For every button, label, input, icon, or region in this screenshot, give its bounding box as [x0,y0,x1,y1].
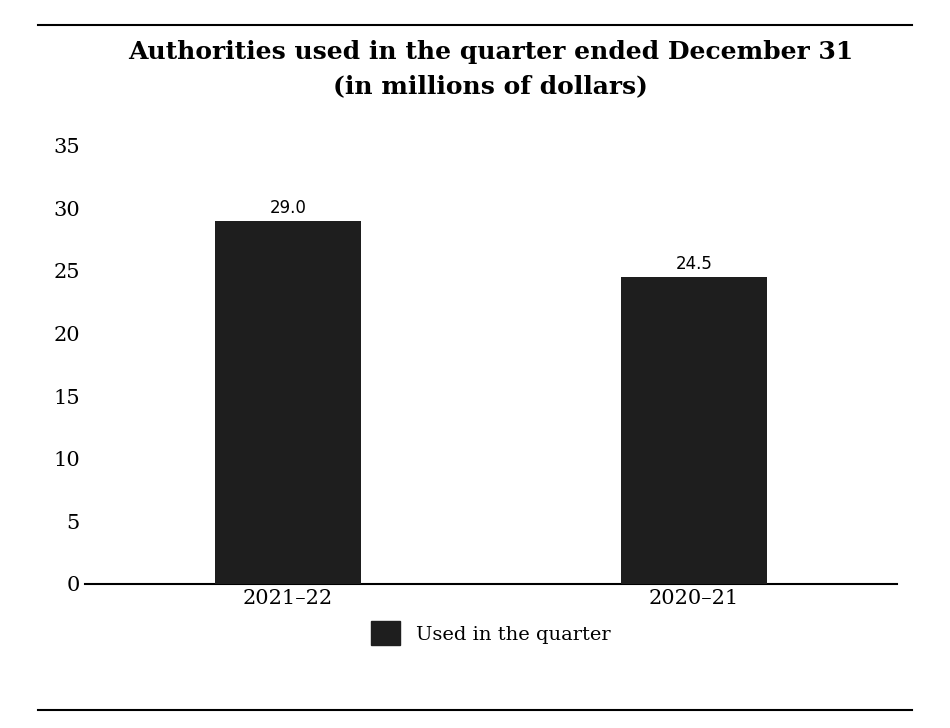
Bar [215,221,361,584]
Title: Authorities used in the quarter ended December 31
(in millions of dollars): Authorities used in the quarter ended De… [128,41,853,98]
Text: 29.0: 29.0 [269,199,306,217]
Legend: Used in the quarter: Used in the quarter [363,614,618,653]
Text: 24.5: 24.5 [675,256,712,274]
Bar [620,277,767,584]
